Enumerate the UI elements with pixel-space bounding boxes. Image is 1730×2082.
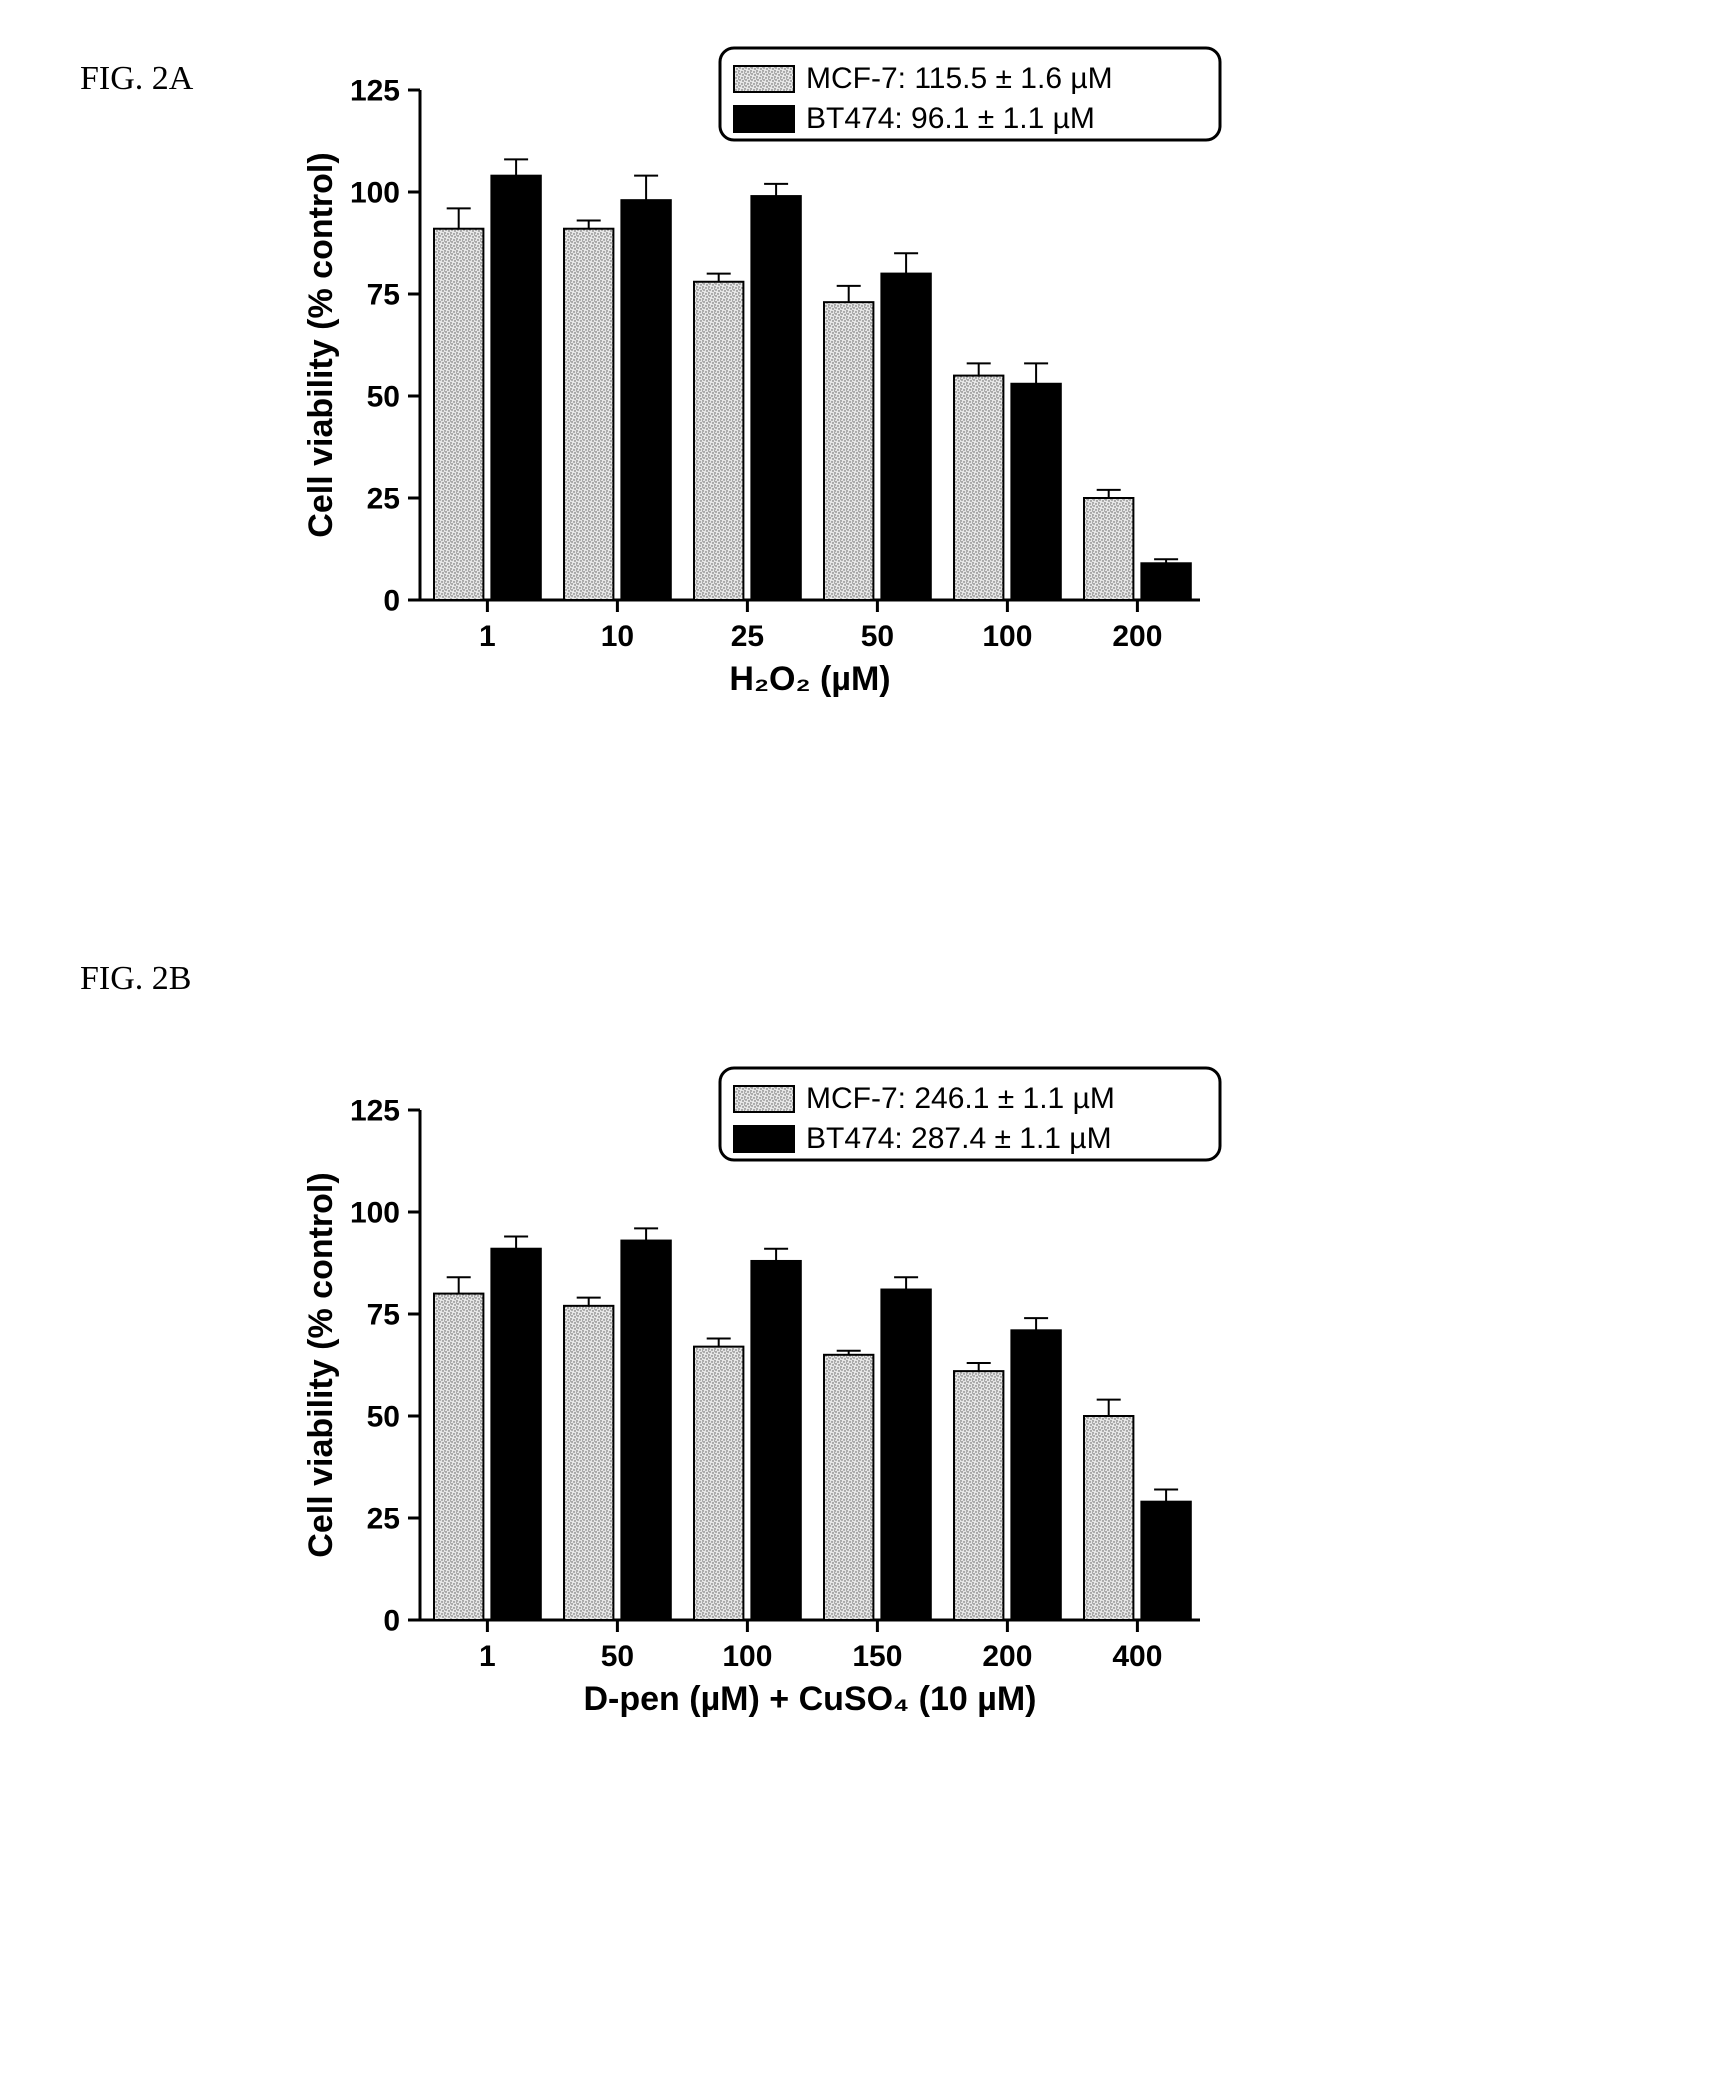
chart-b: 0 25 50 75 100 125 Cell viability (% control) 1…: [300, 1060, 1300, 1760]
svg-text:1: 1: [479, 620, 496, 653]
svg-text:0: 0: [383, 1605, 400, 1638]
svg-text:100: 100: [722, 1640, 772, 1673]
figure-label-a: FIG. 2A: [80, 60, 193, 98]
svg-text:200: 200: [982, 1640, 1032, 1673]
svg-text:0: 0: [383, 585, 400, 618]
svg-text:10: 10: [601, 620, 634, 653]
svg-text:100: 100: [350, 177, 400, 210]
svg-text:100: 100: [350, 1197, 400, 1230]
svg-text:125: 125: [350, 1095, 400, 1128]
svg-text:Cell viability (% control): Cell viability (% control): [302, 152, 340, 537]
svg-text:50: 50: [601, 1640, 634, 1673]
svg-text:50: 50: [861, 620, 894, 653]
svg-text:25: 25: [367, 1503, 400, 1536]
svg-text:MCF-7: 246.1 ± 1.1 µM: MCF-7: 246.1 ± 1.1 µM: [806, 1082, 1115, 1115]
svg-text:BT474: 96.1 ± 1.1 µM: BT474: 96.1 ± 1.1 µM: [806, 102, 1095, 135]
svg-text:1: 1: [479, 1640, 496, 1673]
figure-label-b: FIG. 2B: [80, 960, 191, 998]
svg-text:50: 50: [367, 381, 400, 414]
svg-text:100: 100: [982, 620, 1032, 653]
svg-text:25: 25: [731, 620, 764, 653]
svg-text:MCF-7: 115.5 ± 1.6 µM: MCF-7: 115.5 ± 1.6 µM: [806, 62, 1113, 95]
svg-text:200: 200: [1112, 620, 1162, 653]
svg-text:125: 125: [350, 75, 400, 108]
svg-text:400: 400: [1112, 1640, 1162, 1673]
svg-text:Cell viability (% control): Cell viability (% control): [302, 1172, 340, 1557]
svg-text:75: 75: [367, 1299, 400, 1332]
svg-text:D-pen (µM) + CuSO₄ (10 µM): D-pen (µM) + CuSO₄ (10 µM): [584, 1680, 1037, 1718]
chart-a: 0255075100125Cell viability (% control)1…: [300, 40, 1300, 740]
chart-b-svg: 0 25 50 75 100 125 Cell viability (% control) 1…: [300, 1060, 1300, 1760]
svg-text:50: 50: [367, 1401, 400, 1434]
chart-a-svg: 0255075100125Cell viability (% control)1…: [300, 40, 1300, 740]
svg-text:25: 25: [367, 483, 400, 516]
svg-text:BT474: 287.4 ± 1.1 µM: BT474: 287.4 ± 1.1 µM: [806, 1122, 1112, 1155]
svg-text:150: 150: [852, 1640, 902, 1673]
svg-text:H₂O₂ (µM): H₂O₂ (µM): [729, 660, 890, 698]
page: FIG. 2A 0255075100125Cell viability (% c…: [0, 0, 1730, 2082]
svg-text:75: 75: [367, 279, 400, 312]
